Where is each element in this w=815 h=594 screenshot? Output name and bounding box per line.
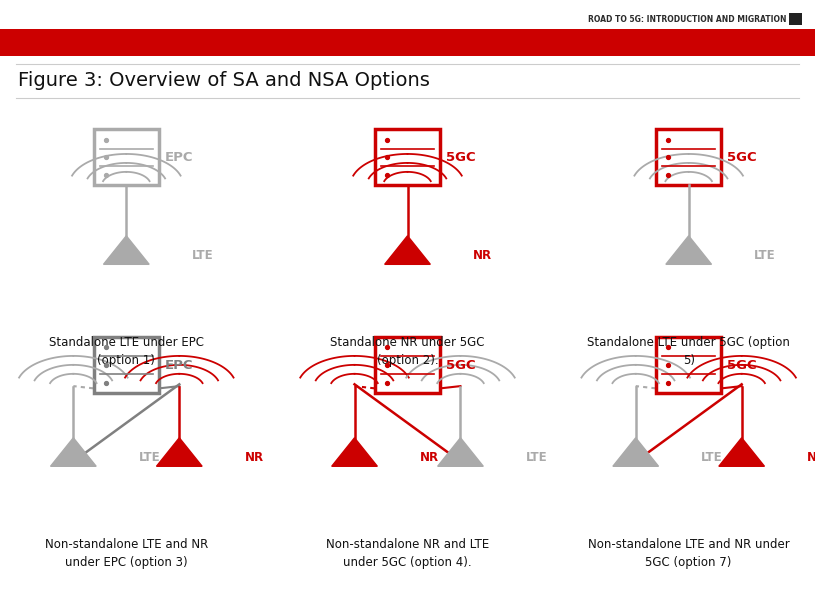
Text: Figure 3: Overview of SA and NSA Options: Figure 3: Overview of SA and NSA Options <box>18 71 430 90</box>
Text: LTE: LTE <box>526 451 548 465</box>
Polygon shape <box>666 236 711 264</box>
Text: NR: NR <box>473 249 491 263</box>
Text: NR: NR <box>420 451 438 465</box>
Text: Standalone LTE under 5GC (option
5): Standalone LTE under 5GC (option 5) <box>588 336 790 366</box>
Polygon shape <box>613 438 659 466</box>
Text: LTE: LTE <box>754 249 776 263</box>
Text: 5GC: 5GC <box>727 359 757 372</box>
Text: EPC: EPC <box>165 151 193 164</box>
FancyBboxPatch shape <box>375 337 440 393</box>
Text: 5GC: 5GC <box>447 359 476 372</box>
Polygon shape <box>385 236 430 264</box>
Text: Non-standalone LTE and NR under
5GC (option 7): Non-standalone LTE and NR under 5GC (opt… <box>588 538 790 568</box>
Polygon shape <box>156 438 202 466</box>
FancyBboxPatch shape <box>657 129 720 185</box>
Text: 5GC: 5GC <box>727 151 757 164</box>
Text: NR: NR <box>807 451 815 465</box>
Text: Non-standalone LTE and NR
under EPC (option 3): Non-standalone LTE and NR under EPC (opt… <box>45 538 208 568</box>
Text: Non-standalone NR and LTE
under 5GC (option 4).: Non-standalone NR and LTE under 5GC (opt… <box>326 538 489 568</box>
FancyBboxPatch shape <box>657 337 720 393</box>
Text: LTE: LTE <box>192 249 214 263</box>
Polygon shape <box>104 236 149 264</box>
FancyBboxPatch shape <box>375 129 440 185</box>
Text: LTE: LTE <box>139 451 161 465</box>
FancyBboxPatch shape <box>94 129 159 185</box>
Polygon shape <box>438 438 483 466</box>
Text: Standalone NR under 5GC
(option 2).: Standalone NR under 5GC (option 2). <box>330 336 485 366</box>
Bar <box>0 29 815 56</box>
Text: 5GC: 5GC <box>447 151 476 164</box>
Text: LTE: LTE <box>701 451 723 465</box>
Text: NR: NR <box>244 451 263 465</box>
Text: Standalone LTE under EPC
(option 1): Standalone LTE under EPC (option 1) <box>49 336 204 366</box>
Polygon shape <box>51 438 96 466</box>
FancyBboxPatch shape <box>94 337 159 393</box>
Text: EPC: EPC <box>165 359 193 372</box>
Polygon shape <box>332 438 377 466</box>
Text: ROAD TO 5G: INTRODUCTION AND MIGRATION: ROAD TO 5G: INTRODUCTION AND MIGRATION <box>588 14 786 24</box>
Bar <box>789 13 802 25</box>
Polygon shape <box>719 438 764 466</box>
